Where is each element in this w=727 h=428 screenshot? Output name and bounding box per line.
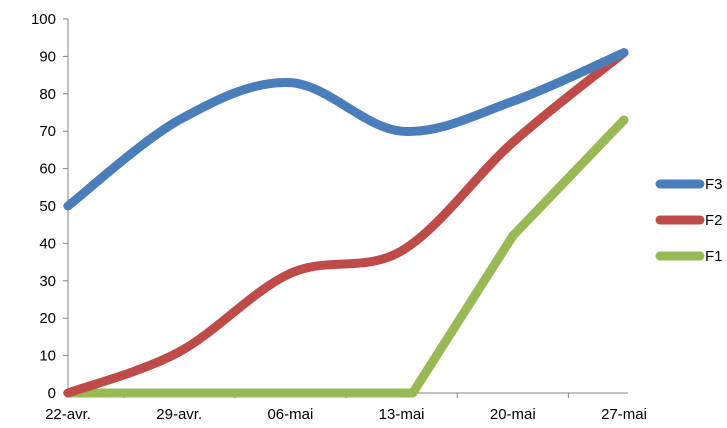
y-tick-label: 90 — [39, 48, 56, 65]
x-tick-label: 20-mai — [490, 406, 536, 423]
y-tick-label: 30 — [39, 273, 56, 290]
y-tick-label: 60 — [39, 161, 56, 178]
x-tick-label: 29-avr. — [156, 406, 202, 423]
legend-label-f3: F3 — [705, 176, 723, 193]
y-tick-label: 40 — [39, 235, 56, 252]
series-line-f3 — [63, 48, 629, 211]
x-tick-label: 13-mai — [379, 406, 425, 423]
y-tick-label: 80 — [39, 86, 56, 103]
legend-label-f2: F2 — [705, 212, 723, 229]
y-tick-label: 70 — [39, 123, 56, 140]
x-tick-labels: 22-avr. 29-avr. 06-mai 13-mai 20-mai 27-mai — [45, 406, 647, 423]
x-tick-label: 27-mai — [601, 406, 647, 423]
series-lines — [63, 48, 629, 398]
y-tick-label: 50 — [39, 198, 56, 215]
series-line-f2 — [63, 48, 629, 398]
y-tick-label: 0 — [48, 385, 56, 402]
x-tick-label: 06-mai — [267, 406, 313, 423]
y-tick-labels: 0 10 20 30 40 50 60 70 80 90 100 — [31, 11, 56, 402]
y-tick-label: 10 — [39, 348, 56, 365]
x-tick-label: 22-avr. — [45, 406, 91, 423]
y-tick-label: 20 — [39, 310, 56, 327]
y-tick-label: 100 — [31, 11, 56, 28]
series-line-f1 — [63, 115, 629, 398]
legend: F3 F2 F1 — [655, 176, 723, 265]
legend-label-f1: F1 — [705, 248, 723, 265]
